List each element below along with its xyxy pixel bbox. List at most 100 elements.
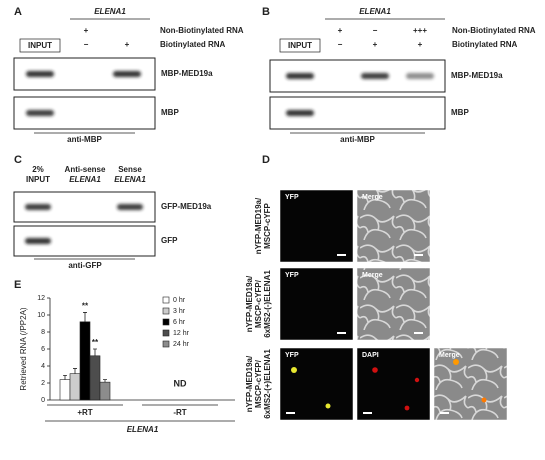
bar	[99, 381, 111, 401]
row-label: 6xMS2-(+)ELENA1	[263, 349, 272, 419]
panel-letter: B	[262, 6, 270, 18]
condition-label: Biotinylated RNA	[452, 40, 518, 49]
legend-swatch	[162, 307, 170, 315]
not-detected: ND	[174, 378, 187, 388]
panel-letter: A	[14, 6, 22, 18]
micrograph	[356, 267, 431, 341]
signal-dot	[404, 405, 410, 411]
micrograph	[279, 267, 354, 341]
lane-label: 2%	[32, 165, 44, 174]
condition-label: Biotinylated RNA	[160, 40, 226, 49]
legend-label: 3 hr	[173, 308, 186, 315]
blot-band	[117, 204, 143, 210]
y-tick-label: 10	[37, 312, 45, 319]
lane-label: INPUT	[26, 175, 50, 184]
blot-band	[286, 73, 314, 79]
blot-band	[113, 71, 141, 77]
channel-label: Merge	[362, 272, 383, 279]
panel-letter: D	[262, 154, 270, 166]
micrograph	[356, 347, 431, 421]
blot-label: GFP	[161, 236, 178, 245]
signal-dot	[291, 367, 297, 373]
y-tick-label: 6	[41, 346, 45, 353]
error-bar	[83, 312, 87, 322]
significance: **	[82, 302, 89, 311]
blot-label: MBP	[161, 108, 179, 117]
y-tick-label: 0	[41, 397, 45, 404]
input-label: INPUT	[28, 41, 52, 50]
antibody-label: anti-GFP	[68, 261, 102, 270]
blot-band	[26, 71, 54, 77]
input-label: INPUT	[288, 41, 312, 50]
blot-label: GFP-MED19a	[161, 202, 212, 211]
y-tick-label: 4	[41, 363, 45, 370]
micrograph	[279, 347, 354, 421]
legend-swatch	[162, 329, 170, 337]
y-tick-label: 2	[41, 380, 45, 387]
legend-label: 12 hr	[173, 330, 190, 337]
row-label: MSCP-cYFP	[263, 202, 272, 248]
blot-band	[25, 238, 51, 244]
input-box	[19, 38, 61, 53]
error-bar	[103, 379, 107, 383]
row-label: 6xMS2-(-)ELENA1	[263, 270, 272, 338]
bar	[59, 379, 71, 401]
blot-label: MBP	[451, 108, 469, 117]
condition-mark: +	[338, 26, 343, 35]
signal-dot	[325, 403, 331, 409]
condition-mark: −	[84, 40, 89, 49]
error-bar	[63, 374, 67, 380]
condition-label: Non-Biotinylated RNA	[160, 26, 244, 35]
legend-swatch	[162, 296, 170, 304]
y-tick-label: 12	[37, 295, 45, 302]
condition-mark: +	[125, 40, 130, 49]
row-label: nYFP-MED19a/	[245, 275, 254, 332]
condition-mark: +	[418, 40, 423, 49]
row-label: nYFP-MED19a/	[245, 355, 254, 412]
input-box	[279, 38, 321, 53]
significance: **	[92, 338, 99, 347]
legend-swatch	[162, 340, 170, 348]
condition-mark: +	[84, 26, 89, 35]
x-axis-label: ELENA1	[127, 425, 159, 434]
condition-mark: −	[373, 26, 378, 35]
channel-label: Merge	[439, 352, 460, 359]
gene-header: ELENA1	[359, 7, 391, 16]
channel-label: YFP	[285, 272, 299, 279]
y-axis-label: Retrieved RNA (/PP2A)	[19, 307, 28, 390]
blot-band	[26, 110, 54, 116]
legend-label: 24 hr	[173, 341, 190, 348]
error-bar	[93, 348, 97, 356]
blot-band	[361, 73, 389, 79]
signal-dot	[372, 367, 378, 373]
antibody-label: anti-MBP	[67, 135, 102, 144]
channel-label: YFP	[285, 194, 299, 201]
lane-label: ELENA1	[69, 175, 101, 184]
micrograph	[279, 189, 354, 263]
legend-swatch	[162, 318, 170, 326]
lane-label: Anti-sense	[65, 165, 106, 174]
lane-label: Sense	[118, 165, 142, 174]
channel-label: YFP	[285, 352, 299, 359]
bar	[69, 373, 81, 401]
channel-label: Merge	[362, 194, 383, 201]
micrograph	[433, 347, 508, 421]
panel-letter: E	[14, 279, 21, 291]
x-tick-label: +RT	[77, 408, 92, 417]
condition-mark: −	[338, 40, 343, 49]
row-label: MSCP-cYFP/	[254, 359, 263, 408]
signal-dot	[453, 359, 459, 365]
error-bar	[73, 368, 77, 374]
row-label: nYFP-MED19a/	[254, 197, 263, 254]
bar	[79, 321, 91, 401]
blot-band	[25, 204, 51, 210]
bar	[89, 355, 101, 401]
blot-box	[269, 96, 446, 130]
row-label: MSCP-cYFP/	[254, 279, 263, 328]
lane-label: ELENA1	[114, 175, 146, 184]
condition-label: Non-Biotinylated RNA	[452, 26, 536, 35]
signal-dot	[481, 397, 487, 403]
gene-header: ELENA1	[94, 7, 126, 16]
legend-label: 0 hr	[173, 297, 186, 304]
